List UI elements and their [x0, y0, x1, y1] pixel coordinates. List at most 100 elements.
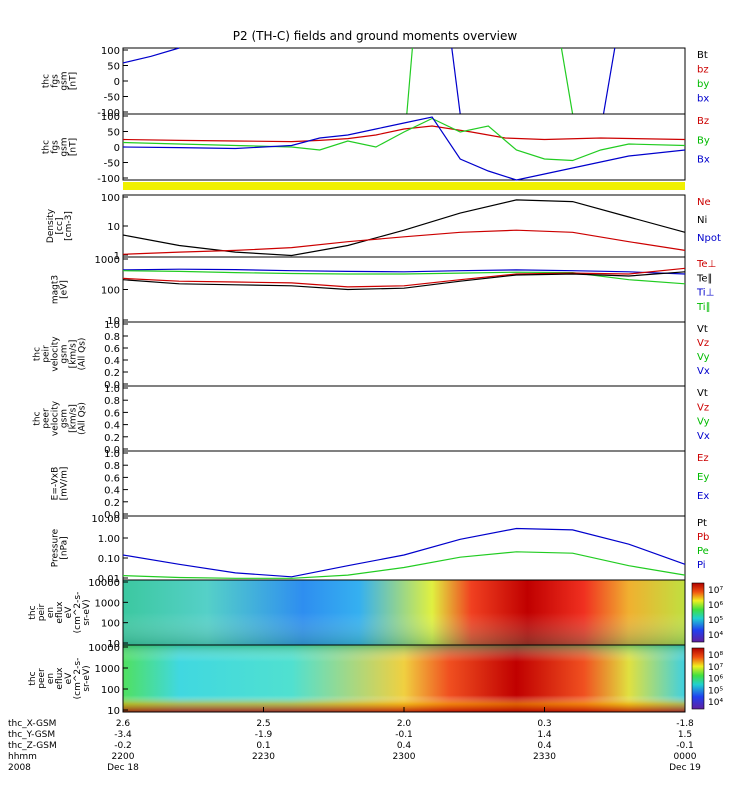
y-tick-label: 100	[101, 286, 120, 297]
series-bx	[451, 47, 461, 115]
y-axis-label: gsm	[60, 344, 70, 363]
y-tick-label: 0.4	[104, 421, 120, 432]
x-tick-label: 2230	[252, 752, 275, 762]
x-tick-label: 2200	[112, 752, 135, 762]
panel-frame	[122, 47, 686, 115]
x-tick-label: 2.5	[256, 719, 270, 729]
x-tick-label: 0.4	[537, 741, 552, 751]
y-axis-label: (cm^2-s-	[73, 592, 83, 634]
y-axis-label: velocity	[51, 400, 61, 436]
y-tick-label: 100	[101, 619, 120, 630]
legend-Te⊥: Te⊥	[696, 259, 716, 270]
panel-efield: 1.00.80.6 0.40.20.0 E=-VxB [mV/m] Ez Ey Ex	[51, 449, 710, 521]
x-axis-row-label: thc_X-GSM	[8, 719, 56, 729]
y-axis-label: en	[46, 607, 56, 618]
panel-electron_velocity: 1.00.80.6 0.40.20.0 thc peer velocity gsm [km/…	[33, 384, 710, 456]
x-tick-label: 0.1	[256, 741, 270, 751]
y-axis-label: gsm	[60, 71, 70, 90]
series-Ti⊥	[122, 268, 686, 275]
x-axis-row-label: 2008	[8, 763, 31, 773]
y-axis-label: en	[46, 673, 56, 684]
series-Ni	[122, 199, 686, 257]
legend-Pt: Pt	[697, 518, 707, 529]
series-Pe	[122, 551, 686, 579]
legend-Vx: Vx	[697, 431, 710, 442]
y-axis-label: [nT]	[69, 138, 79, 156]
panel-frame	[122, 515, 686, 581]
x-tick-label: -1.9	[255, 730, 273, 740]
y-tick-label: 10000	[88, 578, 120, 589]
legend-Ti⊥: Ti⊥	[696, 288, 714, 299]
y-axis-label: sr-eV)	[82, 665, 92, 691]
y-axis-label: thc	[28, 671, 38, 685]
y-tick-label: 1000	[95, 664, 120, 675]
series-Bz	[122, 125, 686, 143]
y-tick-label: -50	[104, 159, 120, 170]
y-axis-label: thc	[42, 74, 52, 88]
y-axis-label: (All Qs)	[78, 402, 88, 435]
y-axis-label: peir	[42, 345, 52, 363]
series-by	[406, 47, 413, 115]
y-tick-label: 0.01	[98, 574, 120, 585]
y-tick-label: -100	[97, 174, 120, 185]
panel-density: 100 10 1 Density [cc] [cm-3] Ne Ni Npot	[46, 193, 721, 262]
y-axis-label: [eV]	[60, 280, 70, 299]
legend-Bz: Bz	[697, 116, 709, 127]
y-tick-label: 10	[107, 706, 120, 717]
panel-frame	[122, 113, 686, 181]
y-axis-label: fgs	[51, 74, 61, 88]
panel-frame	[122, 450, 686, 517]
colorbar-tick-label: 10⁵	[708, 616, 723, 626]
y-tick-label: 0.4	[104, 356, 120, 367]
x-tick-label: 2.0	[397, 719, 412, 729]
y-axis-label: [km/s]	[69, 404, 79, 433]
legend-Vy: Vy	[697, 417, 710, 428]
y-tick-label: 1.0	[104, 384, 120, 395]
legend-Ez: Ez	[697, 453, 709, 464]
legend-By: By	[697, 135, 710, 146]
colorbar-tick-label: 10⁸	[708, 651, 723, 661]
x-tick-label: -3.4	[114, 730, 132, 740]
y-tick-label: 50	[107, 128, 120, 139]
x-tick-label: 0.4	[397, 741, 412, 751]
y-axis-label: peer	[37, 668, 47, 689]
legend-Ti∥: Ti∥	[696, 302, 711, 313]
y-axis-label: peer	[42, 408, 52, 429]
x-tick-label: 2300	[393, 752, 416, 762]
x-tick-label: -0.1	[676, 741, 694, 751]
colorbar-tick-label: 10⁷	[708, 663, 723, 673]
legend-Pi: Pi	[697, 560, 706, 571]
y-tick-label: 0.8	[104, 461, 120, 472]
colorbar-tick-label: 10⁴	[708, 698, 723, 708]
y-tick-label: 100	[101, 685, 120, 696]
legend-bz: bz	[697, 65, 709, 76]
colorbar-tick-label: 10⁶	[708, 675, 723, 685]
y-axis-label: eV	[64, 672, 74, 685]
y-axis-label: [nPa]	[60, 536, 70, 559]
y-tick-label: 0.8	[104, 332, 120, 343]
series-Bx	[122, 116, 686, 181]
legend-Npot: Npot	[697, 233, 721, 244]
y-tick-label: 0.6	[104, 473, 120, 484]
y-tick-label: 10	[107, 316, 120, 327]
legend-Vt: Vt	[697, 388, 708, 399]
series-Ne	[122, 229, 686, 255]
y-axis-label: Density	[46, 208, 56, 243]
y-tick-label: 100	[101, 46, 120, 57]
series-Te∥	[122, 271, 686, 291]
y-axis-label: [mV/m]	[60, 467, 70, 501]
x-tick-label: 1.5	[678, 730, 692, 740]
status-bar	[123, 182, 685, 190]
y-tick-label: 0.2	[104, 368, 120, 379]
y-axis-label: velocity	[51, 336, 61, 372]
y-axis-label: [cm-3]	[64, 211, 74, 241]
y-axis-label: thc	[33, 411, 43, 425]
y-tick-label: -50	[104, 93, 120, 104]
x-tick-label: 1.4	[537, 730, 552, 740]
panel-frame	[122, 321, 686, 387]
y-tick-label: 50	[107, 62, 120, 73]
y-tick-label: 10	[107, 222, 120, 233]
series-By	[122, 117, 686, 162]
y-tick-label: 0.6	[104, 344, 120, 355]
